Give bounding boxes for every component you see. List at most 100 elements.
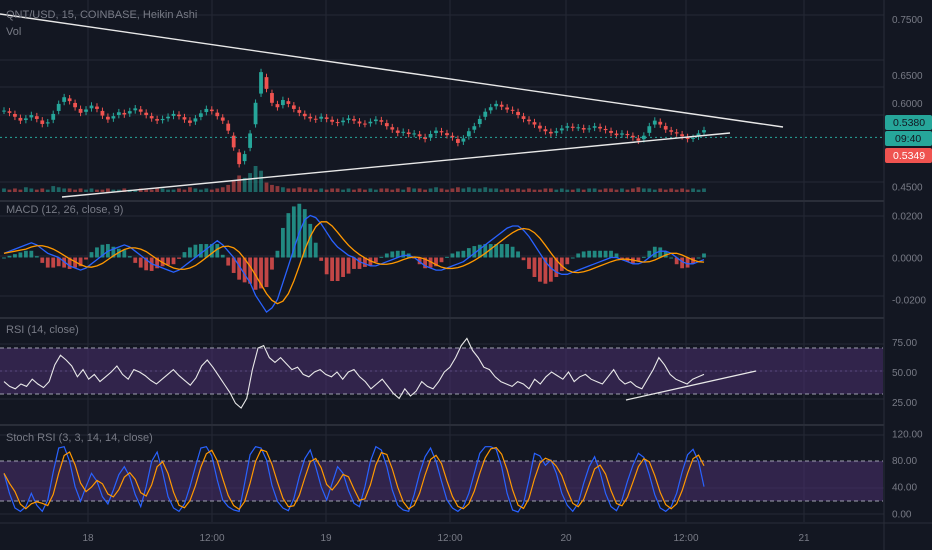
volume-bar <box>78 188 83 192</box>
volume-bar <box>401 189 406 192</box>
symbol-title: QNT/USD, 15, COINBASE, Heikin Ashi <box>6 9 197 21</box>
candle-body <box>122 112 127 115</box>
volume-bar <box>466 187 471 192</box>
macd-histogram-bar <box>527 257 531 269</box>
signal-line <box>3 221 705 305</box>
macd-histogram-bar <box>308 223 313 258</box>
y-tick-label: 0.00 <box>892 509 912 520</box>
volume-bar <box>23 187 28 192</box>
volume-bar <box>2 188 6 192</box>
macd-histogram-bar <box>456 251 460 258</box>
volume-bar <box>177 188 181 192</box>
volume-bar <box>89 188 94 192</box>
x-tick-label: 12:00 <box>673 533 698 544</box>
candle-body <box>559 128 564 131</box>
rsi-trendline[interactable] <box>625 370 757 401</box>
macd-histogram-bar <box>395 250 400 258</box>
candle-body <box>237 152 242 165</box>
rsi-line <box>3 337 705 409</box>
candle-body <box>494 103 499 107</box>
candle-body <box>384 123 389 127</box>
candle-body <box>352 119 356 121</box>
candle-body <box>188 120 192 123</box>
candle-body <box>127 111 132 114</box>
volume-bar <box>346 188 351 192</box>
candle-body <box>581 127 586 130</box>
candle-body <box>171 113 176 116</box>
price-scale[interactable]: 0.7500 0.6500 0.6000 0.4500 0.0200 0.0000 -0.0… <box>883 0 932 550</box>
candle-body <box>702 130 706 133</box>
trendline-upper[interactable] <box>0 13 784 128</box>
low-price-tag <box>885 148 932 163</box>
volume-bar <box>581 189 586 192</box>
macd-histogram-bar <box>565 257 570 265</box>
time-axis[interactable]: 18 12:00 19 12:00 20 12:00 21 <box>0 522 932 544</box>
macd-panel[interactable]: MACD (12, 26, close, 9) <box>2 203 706 314</box>
y-tick-label: 0.4500 <box>892 182 923 193</box>
macd-histogram-bar <box>155 257 160 269</box>
volume-bar <box>384 188 389 192</box>
macd-histogram-bar <box>461 250 466 258</box>
rsi-panel[interactable]: RSI (14, close) <box>0 324 883 409</box>
candle-body <box>685 137 690 140</box>
volume-bar <box>160 188 165 192</box>
volume-bar <box>324 189 329 192</box>
candle-body <box>29 115 34 118</box>
volume-bar <box>620 188 624 192</box>
volume-bar <box>166 189 170 192</box>
volume-bar <box>198 189 203 192</box>
macd-histogram-bar <box>609 250 613 258</box>
candle-body <box>45 122 50 124</box>
macd-histogram-bar <box>570 257 575 259</box>
volume-bar <box>281 187 285 192</box>
price-panel[interactable]: QNT/USD, 15, COINBASE, Heikin Ashi Vol <box>0 9 884 198</box>
macd-histogram-bar <box>45 257 50 268</box>
macd-histogram-bar <box>84 257 88 260</box>
macd-histogram-bar <box>652 246 657 258</box>
volume-bar <box>242 177 247 192</box>
candle-series <box>2 68 706 168</box>
volume-bar <box>428 188 433 192</box>
macd-histogram-bar <box>532 257 537 277</box>
volume-bar <box>352 189 356 192</box>
stoch-rsi-panel[interactable]: Stoch RSI (3, 3, 14, 14, close) <box>0 432 883 513</box>
candle-body <box>335 122 340 124</box>
y-tick-label: 80.00 <box>892 456 917 467</box>
candle-body <box>603 128 608 131</box>
macd-histogram-bar <box>275 250 280 258</box>
macd-histogram-bar <box>182 252 187 258</box>
candle-body <box>696 133 701 137</box>
candle-body <box>669 130 674 132</box>
macd-histogram-bar <box>516 251 520 258</box>
volume-bar <box>259 170 263 192</box>
candle-body <box>215 112 220 117</box>
volume-bar <box>100 189 105 192</box>
candle-body <box>674 132 679 134</box>
candle-body <box>341 120 345 123</box>
candle-body <box>641 135 646 140</box>
macd-histogram-bar <box>56 257 61 267</box>
candle-body <box>313 118 318 120</box>
macd-histogram-bar <box>198 244 203 258</box>
x-tick-label: 18 <box>82 533 94 544</box>
macd-histogram-bar <box>34 256 39 258</box>
trendline-lower[interactable] <box>61 132 731 198</box>
macd-histogram-bar <box>166 257 170 265</box>
volume-bar <box>395 188 400 192</box>
candle-body <box>242 154 247 162</box>
macd-histogram-bar <box>702 253 706 258</box>
macd-histogram-bar <box>231 257 236 273</box>
volume-bar <box>13 188 17 192</box>
volume-bar <box>554 189 559 192</box>
volume-bar <box>641 188 646 192</box>
x-tick-label: 19 <box>320 533 332 544</box>
candle-body <box>450 135 455 138</box>
candle-body <box>346 118 351 120</box>
macd-histogram-bar <box>428 257 433 268</box>
macd-histogram-bar <box>220 254 225 258</box>
macd-histogram-bar <box>2 257 6 259</box>
volume-bar <box>456 187 460 192</box>
macd-histogram-bar <box>614 253 619 258</box>
macd-histogram-bar <box>319 257 324 261</box>
